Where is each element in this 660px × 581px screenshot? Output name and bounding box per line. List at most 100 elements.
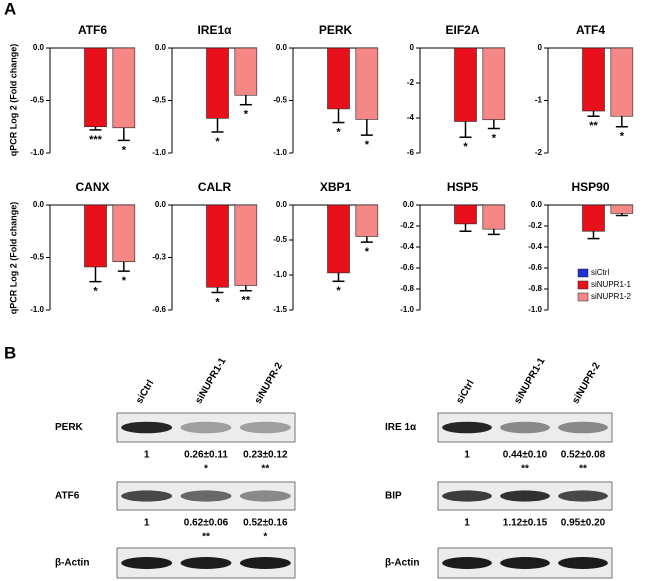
y-tick-label: -1.0 [30,305,44,314]
significance: * [215,296,220,308]
y-tick-label: 0 [410,43,415,52]
legend-label: siNUPR1-2 [591,292,632,301]
protein-label: β-Actin [385,558,419,569]
y-tick-label: -6 [407,148,415,157]
bar [206,47,229,119]
y-tick-label: -2 [535,148,543,157]
y-tick-label: -0.2 [400,221,414,230]
bar [84,204,107,268]
significance: * [204,464,208,475]
panel-label: B [4,343,16,362]
lane-label: siNUPR1-1 [193,356,228,406]
quantification: 0.44±0.10 [503,450,548,461]
quantification: 1 [464,518,470,529]
y-tick-label: 0.0 [33,200,45,209]
y-tick-label: -0.4 [400,242,414,251]
chart-title: HSP5 [447,180,479,194]
blot-band [500,421,550,434]
blot-band [239,421,291,434]
y-tick-label: -1.5 [273,305,287,314]
chart-title: ATF6 [78,23,107,37]
legend-label: siNUPR1-1 [591,280,632,289]
blot-band [558,557,608,569]
blot-band [121,490,173,502]
blot-band [442,557,492,569]
y-tick-label: -1.0 [528,305,542,314]
significance: * [463,141,468,153]
y-tick-label: -0.5 [152,96,166,105]
chart-title: CALR [198,180,232,194]
legend-swatch [577,280,589,290]
quantification: 1 [144,450,150,461]
protein-label: PERK [55,422,84,433]
bar [327,204,350,274]
protein-label: IRE 1α [385,422,417,433]
blot-band [442,421,492,434]
significance: * [336,285,341,297]
chart-title: CANX [75,180,109,194]
legend-label: siCtrl [591,268,609,277]
significance: ** [202,532,210,543]
bar [355,204,379,237]
blot-band [239,557,291,569]
bar [454,204,477,225]
bar [582,47,605,112]
y-tick-label: -0.8 [528,284,542,293]
bar [234,204,258,286]
blot-band [121,421,173,434]
chart-title: HSP90 [571,180,609,194]
lane-label: siNUPR-2 [253,360,286,405]
bar [582,204,605,232]
y-tick-label: -0.5 [273,235,287,244]
y-tick-label: -1.0 [152,148,166,157]
blot-band [442,490,492,502]
y-tick-label: -0.5 [30,96,44,105]
significance: * [263,532,267,543]
y-tick-label: -0.5 [273,96,287,105]
blot-band [558,421,608,434]
bar [482,204,506,230]
lane-label: siCtrl [134,378,156,406]
significance: ** [261,464,269,475]
significance: * [365,246,370,258]
significance: * [122,144,127,156]
quantification: 0.95±0.20 [561,518,606,529]
y-tick-label: -0.8 [400,284,414,293]
panel-label: A [4,0,16,18]
significance: ** [521,464,529,475]
blot-band [180,557,232,569]
y-tick-label: -0.3 [152,253,166,262]
significance: ** [589,120,598,132]
quantification: 0.26±0.11 [184,450,228,461]
chart-title: ATF4 [576,23,605,37]
y-tick-label: 0.0 [403,200,415,209]
significance: * [365,139,370,151]
significance: * [244,109,249,121]
significance: ** [579,464,587,475]
quantification: 1 [464,450,470,461]
y-tick-label: 0.0 [155,43,167,52]
quantification: 0.23±0.12 [243,450,288,461]
y-axis-label: qPCR Log 2 (Fold change) [8,202,18,315]
blot-band [558,490,608,502]
blot-band [180,490,232,502]
bar [234,47,258,96]
bar [454,47,477,122]
y-tick-label: -0.6 [528,263,542,272]
protein-label: ATF6 [55,491,80,502]
quantification: 1.12±0.15 [503,518,548,529]
bar [112,47,136,129]
y-tick-label: -1.0 [273,270,287,279]
bar [206,204,229,288]
blot-band [239,490,291,502]
y-tick-label: -0.6 [400,263,414,272]
y-tick-label: -1.0 [30,148,44,157]
quantification: 1 [144,518,150,529]
y-tick-label: 0.0 [531,200,543,209]
y-tick-label: -0.4 [528,242,542,251]
y-tick-label: -1.0 [400,305,414,314]
y-tick-label: -1.0 [273,148,287,157]
bar [610,47,634,117]
legend-swatch [577,268,589,278]
